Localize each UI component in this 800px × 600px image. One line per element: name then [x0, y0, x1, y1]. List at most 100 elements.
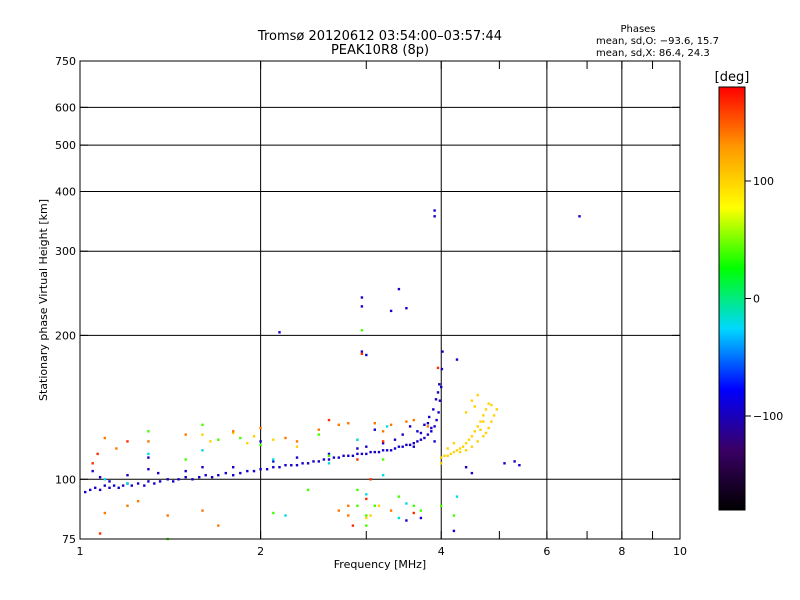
data-point — [89, 488, 92, 492]
data-point — [452, 442, 456, 445]
data-point — [464, 466, 468, 469]
data-point — [432, 408, 435, 411]
data-point — [426, 433, 430, 436]
data-point — [347, 504, 350, 507]
data-point — [464, 442, 468, 445]
data-point — [419, 509, 423, 512]
data-point — [473, 405, 476, 408]
data-point — [385, 425, 389, 428]
data-point — [136, 482, 140, 485]
data-point — [91, 469, 94, 473]
data-point — [405, 307, 408, 310]
axis-ticks: 1 2 4 6 8 10 75 100 200 300 400 500 600 750 — [55, 55, 687, 558]
data-point — [416, 440, 419, 443]
data-point — [476, 425, 479, 428]
data-point — [201, 466, 204, 469]
data-point — [365, 516, 368, 520]
data-point — [369, 514, 372, 517]
data-point — [458, 447, 462, 450]
y-tick-label: 600 — [55, 101, 76, 114]
data-point — [405, 443, 408, 447]
x-tick-label: 4 — [438, 545, 445, 558]
data-point — [381, 442, 385, 445]
data-point — [482, 435, 485, 438]
plot-frame — [79, 60, 681, 540]
data-point — [401, 445, 404, 448]
data-point — [373, 504, 376, 507]
data-point — [487, 402, 490, 405]
data-point — [458, 450, 462, 454]
data-point — [470, 435, 474, 438]
data-point — [184, 433, 187, 436]
x-tick-label: 10 — [673, 545, 687, 558]
data-point — [452, 529, 456, 533]
y-tick-label: 400 — [55, 185, 76, 198]
y-tick-label: 200 — [55, 329, 76, 342]
y-tick-label: 300 — [55, 245, 76, 258]
data-point — [184, 458, 187, 461]
data-point — [224, 471, 227, 475]
data-point — [136, 500, 140, 503]
data-point — [369, 450, 372, 454]
data-point — [369, 478, 372, 481]
data-point — [470, 445, 474, 448]
data-point — [389, 449, 393, 452]
colorbar-ticks: 100 0 −100 — [745, 175, 783, 423]
data-point — [377, 504, 381, 507]
data-point — [426, 422, 430, 425]
data-point — [433, 440, 436, 443]
data-point — [317, 433, 320, 436]
colorbar-tick-label: 100 — [753, 175, 774, 188]
data-point — [397, 495, 401, 498]
data-point — [295, 456, 299, 459]
data-point — [356, 488, 359, 492]
data-point — [360, 296, 364, 299]
data-point — [441, 350, 444, 353]
data-point — [103, 511, 106, 515]
data-point — [147, 456, 150, 459]
data-point — [126, 482, 129, 485]
data-point — [393, 447, 397, 450]
data-point — [365, 445, 368, 448]
data-point — [360, 352, 364, 355]
data-point — [461, 445, 465, 448]
data-point — [356, 504, 359, 507]
data-point — [484, 408, 488, 411]
data-point — [389, 423, 393, 426]
data-point — [412, 418, 415, 422]
data-point — [412, 442, 415, 445]
data-point — [381, 458, 385, 461]
data-point — [284, 464, 287, 467]
data-point — [351, 454, 355, 457]
data-point — [295, 440, 299, 443]
data-point — [172, 480, 175, 483]
data-point — [259, 426, 262, 430]
data-point — [397, 445, 401, 448]
data-point — [98, 532, 102, 535]
data-point — [332, 456, 336, 459]
data-points — [84, 209, 581, 541]
data-point — [337, 423, 340, 426]
data-point — [272, 458, 275, 461]
data-point — [177, 478, 180, 481]
data-point — [381, 474, 385, 477]
data-point — [365, 353, 368, 357]
data-point — [449, 452, 452, 456]
data-point — [108, 480, 111, 483]
data-point — [317, 428, 320, 431]
data-point — [381, 449, 385, 452]
phase-stats-o: mean, sd,O: −93.6, 15.7 — [596, 36, 719, 47]
data-point — [103, 478, 106, 481]
data-point — [389, 309, 393, 313]
data-point — [147, 452, 150, 456]
data-point — [435, 418, 438, 422]
data-point — [337, 456, 340, 459]
data-point — [295, 445, 299, 448]
data-point — [198, 476, 201, 479]
data-point — [373, 450, 376, 454]
data-point — [423, 423, 426, 426]
data-point — [440, 456, 443, 459]
data-point — [440, 385, 443, 389]
data-point — [201, 509, 204, 512]
data-point — [464, 449, 468, 452]
